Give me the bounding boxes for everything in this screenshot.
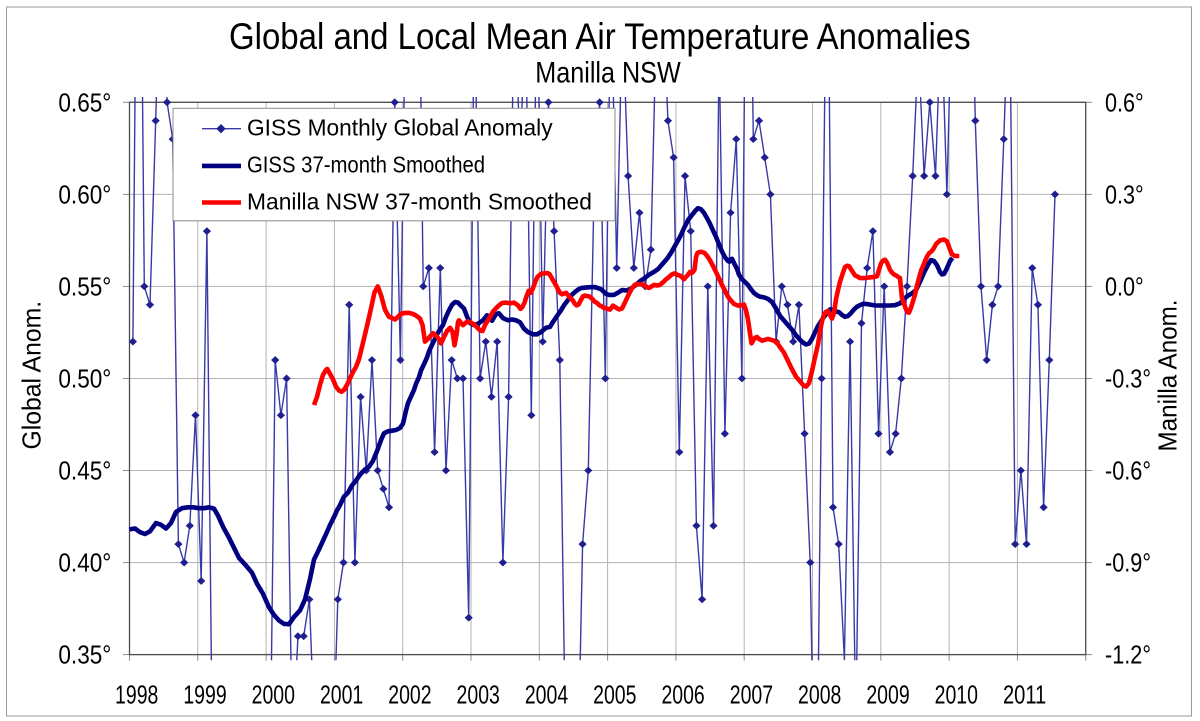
svg-text:Global Anom.: Global Anom. [16, 301, 46, 450]
svg-text:1999: 1999 [183, 682, 226, 710]
svg-text:2001: 2001 [320, 682, 363, 710]
svg-text:0.50°: 0.50° [58, 366, 111, 394]
svg-text:2000: 2000 [252, 682, 295, 710]
svg-text:0.65°: 0.65° [58, 89, 111, 117]
svg-text:Manilla Anom.: Manilla Anom. [1152, 300, 1182, 452]
svg-text:0.45°: 0.45° [58, 458, 111, 486]
svg-text:-0.6°: -0.6° [1105, 458, 1151, 486]
svg-text:2004: 2004 [525, 682, 568, 710]
svg-text:-1.2°: -1.2° [1105, 642, 1151, 670]
svg-text:Manilla NSW 37-month Smoothed: Manilla NSW 37-month Smoothed [247, 188, 592, 214]
svg-text:2008: 2008 [798, 682, 841, 710]
svg-text:0.0°: 0.0° [1105, 273, 1144, 301]
svg-text:2003: 2003 [457, 682, 500, 710]
svg-text:0.55°: 0.55° [58, 273, 111, 301]
svg-text:0.6°: 0.6° [1105, 89, 1144, 117]
svg-text:0.3°: 0.3° [1105, 181, 1144, 209]
svg-text:GISS 37-month Smoothed: GISS 37-month Smoothed [247, 152, 485, 178]
svg-text:2007: 2007 [730, 682, 773, 710]
svg-text:GISS Monthly Global Anomaly: GISS Monthly Global Anomaly [247, 115, 553, 141]
svg-text:-0.3°: -0.3° [1105, 366, 1151, 394]
svg-text:0.60°: 0.60° [58, 181, 111, 209]
svg-text:2010: 2010 [935, 682, 978, 710]
svg-text:1998: 1998 [115, 682, 158, 710]
svg-text:Global and Local Mean Air Temp: Global and Local Mean Air Temperature An… [229, 16, 971, 57]
svg-text:-0.9°: -0.9° [1105, 550, 1151, 578]
svg-text:2011: 2011 [1003, 682, 1046, 710]
svg-text:0.40°: 0.40° [58, 550, 111, 578]
svg-text:2002: 2002 [388, 682, 431, 710]
svg-text:Manilla NSW: Manilla NSW [535, 57, 681, 90]
svg-text:2005: 2005 [593, 682, 636, 710]
svg-text:0.35°: 0.35° [58, 642, 111, 670]
svg-text:2006: 2006 [661, 682, 704, 710]
svg-text:2009: 2009 [866, 682, 909, 710]
